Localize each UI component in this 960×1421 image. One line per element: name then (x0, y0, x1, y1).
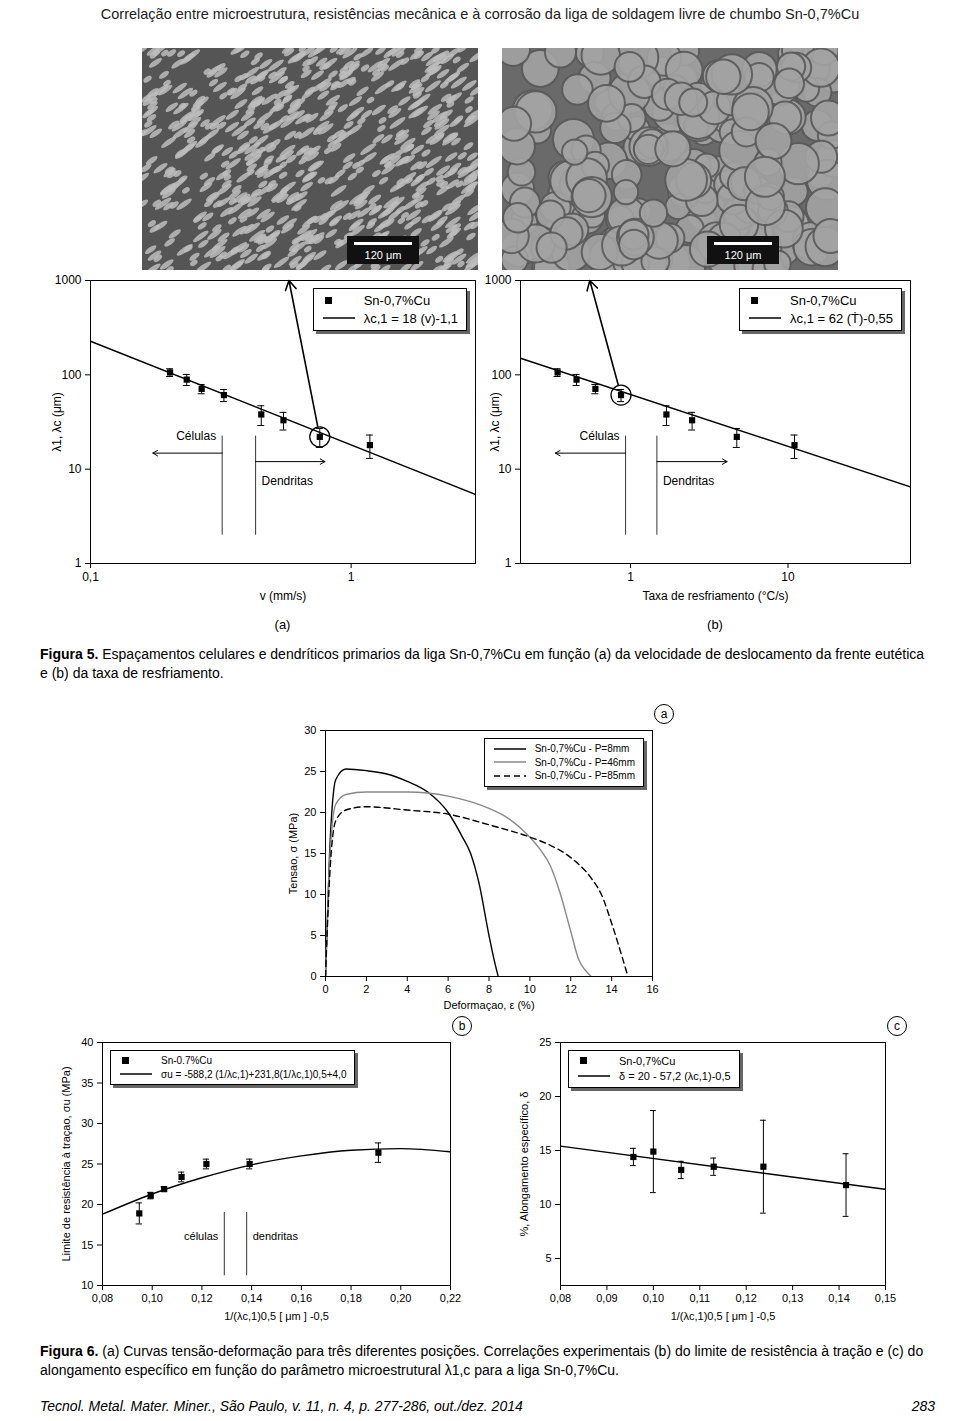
svg-text:35: 35 (81, 1077, 93, 1089)
svg-text:100: 100 (61, 368, 81, 382)
svg-text:1: 1 (348, 570, 355, 584)
svg-text:células: células (184, 1230, 219, 1242)
svg-text:Deformaçao, ε (%): Deformaçao, ε (%) (443, 999, 534, 1011)
svg-text:0,09: 0,09 (596, 1292, 617, 1304)
svg-text:10: 10 (68, 462, 82, 476)
svg-text:1: 1 (75, 556, 82, 570)
svg-text:15: 15 (539, 1144, 551, 1156)
svg-text:dendritas: dendritas (253, 1230, 299, 1242)
svg-text:10: 10 (524, 983, 536, 995)
html-text:Sn-0,7%Cu - P=8mm: Sn-0,7%Cu - P=8mm (534, 743, 630, 754)
svg-text:20: 20 (81, 1198, 93, 1210)
html-text:Sn-0,7%Cu: Sn-0,7%Cu (363, 293, 431, 308)
svg-text:0,10: 0,10 (643, 1292, 664, 1304)
html-text:λc,1 = 18 (v)-1,1: λc,1 = 18 (v)-1,1 (363, 310, 458, 326)
svg-text:0,22: 0,22 (440, 1292, 461, 1304)
svg-text:0,20: 0,20 (390, 1292, 411, 1304)
html-text:λc,1 = 62 (Ṫ)-0,55: λc,1 = 62 (Ṫ)-0,55 (790, 310, 893, 326)
svg-text:120 μm: 120 μm (725, 249, 762, 261)
html-text:Sn-0.7%Cu: Sn-0.7%Cu (161, 1055, 213, 1066)
svg-text:Dendritas: Dendritas (262, 474, 313, 488)
svg-text:0,15: 0,15 (875, 1292, 896, 1304)
svg-text:2: 2 (363, 983, 369, 995)
svg-text:0,10: 0,10 (142, 1292, 163, 1304)
svg-text:10: 10 (304, 888, 316, 900)
html-text:Tecnol. Metal. Mater. Miner.,: Tecnol. Metal. Mater. Miner., São Paulo,… (40, 1398, 523, 1414)
svg-text:12: 12 (565, 983, 577, 995)
svg-text:10: 10 (539, 1198, 551, 1210)
svg-text:v (mm/s): v (mm/s) (260, 589, 307, 603)
svg-text:1/(λc,1)0,5 [ μm ] -0,5: 1/(λc,1)0,5 [ μm ] -0,5 (671, 1310, 776, 1322)
svg-text:1000: 1000 (55, 273, 82, 287)
svg-text:8: 8 (486, 983, 492, 995)
svg-text:0: 0 (322, 983, 328, 995)
html-text:(a): (a) (274, 617, 291, 632)
svg-text:0,13: 0,13 (782, 1292, 803, 1304)
svg-text:Células: Células (580, 429, 620, 443)
svg-text:0,08: 0,08 (92, 1292, 113, 1304)
html-text:283: 283 (911, 1398, 935, 1414)
svg-text:5: 5 (310, 929, 316, 941)
svg-text:1: 1 (627, 570, 634, 584)
svg-text:14: 14 (606, 983, 618, 995)
svg-text:0,14: 0,14 (241, 1292, 262, 1304)
svg-text:Tensao, σ (MPa): Tensao, σ (MPa) (287, 813, 299, 894)
svg-text:λ1, λc (μm): λ1, λc (μm) (50, 392, 64, 452)
html-text:Sn-0,7%Cu - P=85mm: Sn-0,7%Cu - P=85mm (534, 770, 635, 781)
html-text:Figura 6. (a) Curvas tensão-de: Figura 6. (a) Curvas tensão-deformação p… (40, 1343, 924, 1378)
html-text:b: b (458, 1019, 466, 1033)
svg-text:%, Alongamento específico, δ: %, Alongamento específico, δ (518, 1092, 530, 1237)
svg-text:15: 15 (304, 847, 316, 859)
svg-text:6: 6 (445, 983, 451, 995)
svg-text:0,12: 0,12 (191, 1292, 212, 1304)
svg-text:20: 20 (304, 806, 316, 818)
svg-text:1: 1 (505, 556, 512, 570)
svg-text:20: 20 (539, 1090, 551, 1102)
svg-text:0,12: 0,12 (736, 1292, 757, 1304)
svg-text:30: 30 (81, 1117, 93, 1129)
svg-text:0,18: 0,18 (340, 1292, 361, 1304)
svg-text:Limite de resistência à traçao: Limite de resistência à traçao, σu (MPa) (60, 1066, 72, 1261)
html-text:Sn-0,7%Cu: Sn-0,7%Cu (790, 293, 857, 308)
svg-text:100: 100 (491, 368, 511, 382)
html-text:δ = 20 - 57,2 (λc,1)-0,5: δ = 20 - 57,2 (λc,1)-0,5 (619, 1069, 731, 1082)
html-text:Figura 5. Espaçamentos celular: Figura 5. Espaçamentos celulares e dendr… (40, 646, 924, 681)
svg-text:30: 30 (304, 724, 316, 736)
html-text:σu = -588,2 (1/λc,1)+231,8(1/λ: σu = -588,2 (1/λc,1)+231,8(1/λc,1)0,5+4,… (161, 1068, 347, 1080)
svg-text:0,14: 0,14 (828, 1292, 849, 1304)
svg-text:λ1, λc (μm): λ1, λc (μm) (488, 392, 502, 452)
svg-text:Taxa de resfriamento (°C/s): Taxa de resfriamento (°C/s) (642, 589, 788, 603)
svg-text:1/(λc,1)0,5 [ μm ] -0,5: 1/(λc,1)0,5 [ μm ] -0,5 (224, 1310, 329, 1322)
svg-text:10: 10 (781, 570, 795, 584)
svg-text:0,08: 0,08 (550, 1292, 571, 1304)
svg-text:25: 25 (304, 765, 316, 777)
svg-text:0,11: 0,11 (689, 1292, 710, 1304)
svg-text:0: 0 (310, 970, 316, 982)
html-text:a: a (660, 707, 668, 721)
svg-text:Dendritas: Dendritas (663, 474, 714, 488)
svg-text:5: 5 (545, 1252, 551, 1264)
svg-text:120 μm: 120 μm (365, 249, 402, 261)
svg-text:10: 10 (498, 462, 512, 476)
html-text:c: c (894, 1019, 900, 1033)
svg-text:10: 10 (81, 1279, 93, 1291)
svg-text:40: 40 (81, 1036, 93, 1048)
svg-text:25: 25 (539, 1036, 551, 1048)
html-text:Sn-0,7%Cu - P=46mm: Sn-0,7%Cu - P=46mm (534, 756, 635, 768)
html-text:Correlação entre microestrutur: Correlação entre microestrutura, resistê… (100, 6, 860, 22)
svg-text:25: 25 (81, 1158, 93, 1170)
svg-text:0,16: 0,16 (291, 1292, 312, 1304)
svg-text:0,1: 0,1 (82, 570, 99, 584)
html-text:(b): (b) (707, 617, 723, 632)
svg-text:Células: Células (176, 429, 216, 443)
svg-text:16: 16 (646, 983, 658, 995)
svg-text:1000: 1000 (485, 273, 512, 287)
svg-text:15: 15 (81, 1239, 93, 1251)
html-text:Sn-0,7%Cu: Sn-0,7%Cu (619, 1055, 676, 1067)
svg-text:4: 4 (404, 983, 410, 995)
